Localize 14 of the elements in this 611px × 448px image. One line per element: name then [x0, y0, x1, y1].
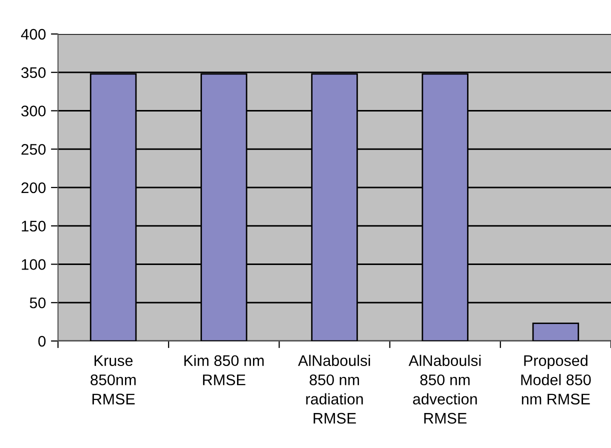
y-tick-label: 400 — [21, 28, 46, 40]
y-tick-label: 150 — [22, 220, 46, 232]
y-tick-label: 0 — [38, 336, 46, 347]
y-tick-label: 100 — [22, 259, 46, 270]
y-tick-label: 350 — [21, 67, 46, 78]
y-tick-label: 50 — [30, 297, 46, 308]
y-tick-label: 250 — [21, 144, 46, 155]
x-tick-label: Kruse 850nm RMSE — [90, 355, 136, 404]
x-tick-label: Kim 850 nm RMSE — [184, 354, 264, 386]
x-tick-label: AlNaboulsi 850 nm advection RMSE — [408, 354, 481, 424]
x-tick-label: Proposed Model 850 nm RMSE — [521, 354, 591, 404]
y-tick-label: 200 — [21, 182, 46, 194]
x-tick-label: AlNaboulsi 850 nm radiation RMSE — [298, 354, 370, 424]
y-tick-label: 300 — [21, 106, 46, 116]
